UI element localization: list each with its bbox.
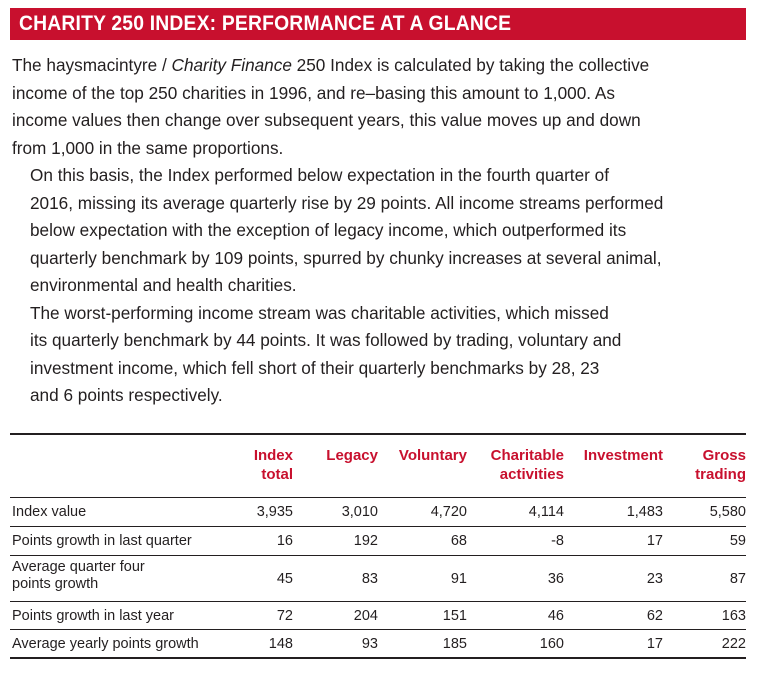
table-cell: -8 (551, 533, 564, 549)
row-label-line: points growth (12, 576, 99, 592)
paragraph-line: income of the top 250 charities in 1996,… (12, 82, 615, 103)
column-header: Investment (584, 446, 663, 465)
column-header-line: Gross (702, 447, 746, 464)
table-cell: 4,114 (528, 504, 564, 520)
table-cell: 185 (442, 636, 467, 652)
table-cell: 91 (450, 571, 467, 587)
column-header-line: total (261, 466, 293, 483)
paragraph-1: The haysmacintyre / Charity Finance 250 … (12, 52, 747, 162)
table-cell: 3,935 (256, 504, 293, 520)
row-label-line: Average quarter four (12, 559, 145, 575)
table-cell: 59 (729, 533, 746, 549)
table-cell: 222 (721, 636, 746, 652)
publication-name: Charity Finance (171, 55, 292, 75)
table-top-rule (10, 433, 746, 435)
row-label: Points growth in last quarter (12, 533, 192, 549)
article-body: The haysmacintyre / Charity Finance 250 … (12, 52, 747, 410)
column-header: Gross trading (695, 446, 746, 484)
column-header-line: Index (253, 447, 293, 464)
table-cell: 1,483 (626, 504, 663, 520)
title-bar: CHARITY 250 INDEX: PERFORMANCE AT A GLAN… (10, 8, 746, 40)
table-cell: 68 (450, 533, 467, 549)
table-cell: 192 (353, 533, 378, 549)
paragraph-line: from 1,000 in the same proportions. (12, 137, 284, 158)
table-cell: 151 (442, 608, 467, 624)
table-cell: 62 (646, 608, 663, 624)
table-cell: 72 (276, 608, 293, 624)
table-cell: 163 (721, 608, 746, 624)
column-header: Legacy (326, 446, 378, 465)
table-cell: 17 (646, 636, 663, 652)
column-header: Voluntary (399, 446, 467, 465)
paragraph-line: and 6 points respectively. (30, 385, 223, 405)
paragraph-line: The haysmacintyre / Charity Finance 250 … (12, 55, 650, 75)
paragraph-2: On this basis, the Index performed below… (12, 162, 747, 300)
page-title: CHARITY 250 INDEX: PERFORMANCE AT A GLAN… (19, 12, 512, 35)
paragraph-line: investment income, which fell short of t… (30, 357, 600, 378)
table-cell: 17 (646, 533, 663, 549)
table-cell: 148 (268, 636, 293, 652)
paragraph-line: below expectation with the exception of … (30, 220, 627, 240)
paragraph-line: On this basis, the Index performed below… (30, 165, 609, 185)
table-cell: 87 (729, 571, 746, 587)
column-header-line: Legacy (326, 447, 378, 464)
column-header-line: Investment (583, 447, 663, 464)
column-header: Charitable activities (491, 446, 564, 484)
table-row: Average quarter four points growth 45 83 91 3… (10, 555, 746, 602)
table-cell: 45 (276, 571, 293, 587)
paragraph-line: its quarterly benchmark by 44 points. It… (30, 330, 622, 350)
paragraph-line: income values then change over subsequen… (12, 110, 641, 130)
column-header-line: activities (499, 466, 564, 483)
column-header-line: Charitable (490, 447, 564, 464)
column-header-line: Voluntary (398, 447, 467, 464)
table-cell: 204 (353, 608, 378, 624)
table-row: Points growth in last year 72 204 151 46 62 16… (10, 601, 746, 630)
table-cell: 16 (276, 533, 293, 549)
table-bottom-rule (10, 657, 746, 659)
table-cell: 46 (547, 608, 564, 624)
row-label: Average quarter four points growth (12, 559, 145, 593)
paragraph-line: The worst-performing income stream was c… (30, 302, 609, 323)
table-cell: 160 (539, 636, 564, 652)
table-cell: 5,580 (709, 504, 746, 520)
table-row: Points growth in last quarter 16 192 68 -8 17… (10, 526, 746, 556)
paragraph-line: quarterly benchmark by 109 points, spurr… (30, 247, 662, 268)
column-header: Index total (254, 446, 293, 484)
table-cell: 23 (646, 571, 663, 587)
table-cell: 93 (361, 636, 378, 652)
table-cell: 83 (361, 571, 378, 587)
paragraph-line: environmental and health charities. (30, 275, 297, 295)
column-header-line: trading (695, 466, 746, 483)
row-label: Points growth in last year (12, 608, 174, 624)
table-row: Index value 3,935 3,010 4,720 4,114 1,483 5,58… (10, 497, 746, 527)
table-cell: 36 (547, 571, 564, 587)
row-label: Average yearly points growth (12, 636, 199, 652)
paragraph-line: 2016, missing its average quarterly rise… (30, 192, 664, 213)
row-label: Index value (12, 504, 87, 520)
paragraph-3: The worst-performing income stream was c… (12, 300, 747, 410)
table-cell: 4,720 (430, 504, 467, 520)
table-row: Average yearly points growth 148 93 185 160 1… (10, 629, 746, 658)
table-cell: 3,010 (341, 504, 378, 520)
